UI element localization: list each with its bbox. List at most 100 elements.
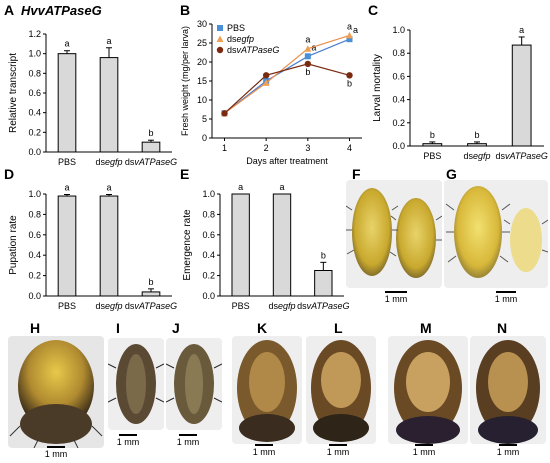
y-tick-label: 1.0 [28,189,41,199]
bar [314,270,333,297]
category-label: PBS [232,301,250,311]
photo-n-pupa [470,336,546,444]
y-tick-label: 1.0 [392,25,405,35]
y-tick-label: 20 [197,57,207,67]
photo-f-larvae [346,180,442,288]
y-tick-label: 0.8 [28,68,41,78]
y-tick-label: 0.6 [28,230,41,240]
panel-label-d: D [4,166,15,182]
category-label: dsegfp [95,157,122,167]
panel-label-a: A [4,2,15,18]
significance-letter: a [106,183,111,193]
x-tick-label: 2 [264,143,269,153]
significance-letter: a [353,25,358,35]
chart-fresh-weight: 0 5 10 15 20 25 30 1 2 3 4 Days after treatment Fres… [180,19,362,166]
y-tick-label: 0.6 [392,71,405,81]
y-tick-label: 0.0 [28,147,41,157]
photo-l-pupa [306,336,376,444]
y-tick-label: 0.6 [28,88,41,98]
scale-bar-g: 1 mm [486,291,526,304]
scale-bar-f: 1 mm [376,291,416,304]
data-point [304,45,312,52]
legend-marker [216,46,224,54]
category-label: PBS [423,151,441,161]
data-point [221,110,228,117]
panel-label-k: K [257,320,268,336]
significance-letter: b [321,250,326,260]
panel-label-g: G [446,166,457,182]
category-label: dsvATPaseG [125,157,177,167]
series-line [224,63,350,114]
data-point [304,60,312,68]
panel-label-l: L [334,320,343,336]
x-axis-label: Days after treatment [246,156,328,166]
significance-letter: b [474,130,479,140]
y-tick-label: 1.0 [202,189,215,199]
y-tick-label: 0.2 [392,118,405,128]
chart-relative-transcript: 0.0 0.2 0.4 0.6 0.8 1.0 1.2 Relative transcript… [8,29,177,167]
category-label: dsegfp [268,301,295,311]
significance-letter: b [148,277,153,287]
category-label: dsvATPaseG [297,301,349,311]
bar [231,193,250,297]
x-tick-label: 1 [222,143,227,153]
chart-emergence-rate: 0.0 0.2 0.4 0.6 0.8 1.0 Emergence rate a PBS a dse… [182,182,350,311]
y-tick-label: 25 [197,38,207,48]
bar [99,195,119,297]
y-tick-label: 15 [197,76,207,86]
y-tick-label: 1.0 [28,49,41,59]
y-tick-label: 5 [202,114,207,124]
photo-m-pupa [388,336,468,444]
significance-letter: b [430,130,435,140]
photo-g-larvae [444,180,548,288]
y-axis-label: Fresh weight (mg/per larva) [180,26,190,136]
scale-bar-h: 1 mm [36,446,76,459]
legend-label: dsvATPaseG [227,45,279,55]
legend-marker [217,25,223,31]
significance-letter: a [519,25,524,35]
y-axis-label: Relative transcript [8,53,19,133]
scale-bar-l: 1 mm [318,444,358,457]
significance-letter: a [106,36,111,46]
bar [57,195,77,297]
y-tick-label: 0.6 [202,230,215,240]
y-tick-label: 0.4 [28,108,41,118]
y-tick-label: 0 [202,133,207,143]
series-line [224,34,350,114]
y-tick-label: 0.4 [392,95,405,105]
scale-bar-i: 1 mm [108,434,148,447]
photo-i-dead-larva [108,338,164,430]
category-label: dsegfp [463,151,490,161]
scale-bar-k: 1 mm [244,444,284,457]
scale-bar-m: 1 mm [404,444,444,457]
legend-marker [216,35,224,42]
significance-letter: a [238,182,243,192]
data-point [262,72,270,79]
data-point [346,31,353,39]
bar [141,291,161,297]
x-tick-label: 4 [347,143,352,153]
category-label: dsvATPaseG [495,151,547,161]
bar [272,193,292,297]
y-tick-label: 0.8 [202,209,215,219]
significance-letter: b [305,67,310,77]
photo-k-pupa [232,336,302,444]
y-tick-label: 0.8 [28,209,41,219]
bar [99,57,119,153]
significance-letter: a [279,182,284,192]
bar [422,143,443,147]
significance-letter: a [347,21,352,31]
y-tick-label: 0.2 [28,127,41,137]
chart-larval-mortality: 0.0 0.2 0.4 0.6 0.8 1.0 Larval mortality b PBS b d… [372,25,548,161]
panel-label-f: F [352,166,361,182]
y-tick-label: 0.8 [392,48,405,58]
significance-letter: a [305,35,310,45]
y-tick-label: 0.4 [202,250,215,260]
chart-pupation-rate: 0.0 0.2 0.4 0.6 0.8 1.0 Pupation rate a PBS a dseg… [8,183,177,311]
category-label: PBS [58,157,76,167]
panel-label-c: C [368,2,379,18]
panel-a-title: HvvATPaseG [21,3,102,18]
y-axis-label: Larval mortality [372,54,383,122]
bar [141,141,161,153]
category-label: dsegfp [95,301,122,311]
